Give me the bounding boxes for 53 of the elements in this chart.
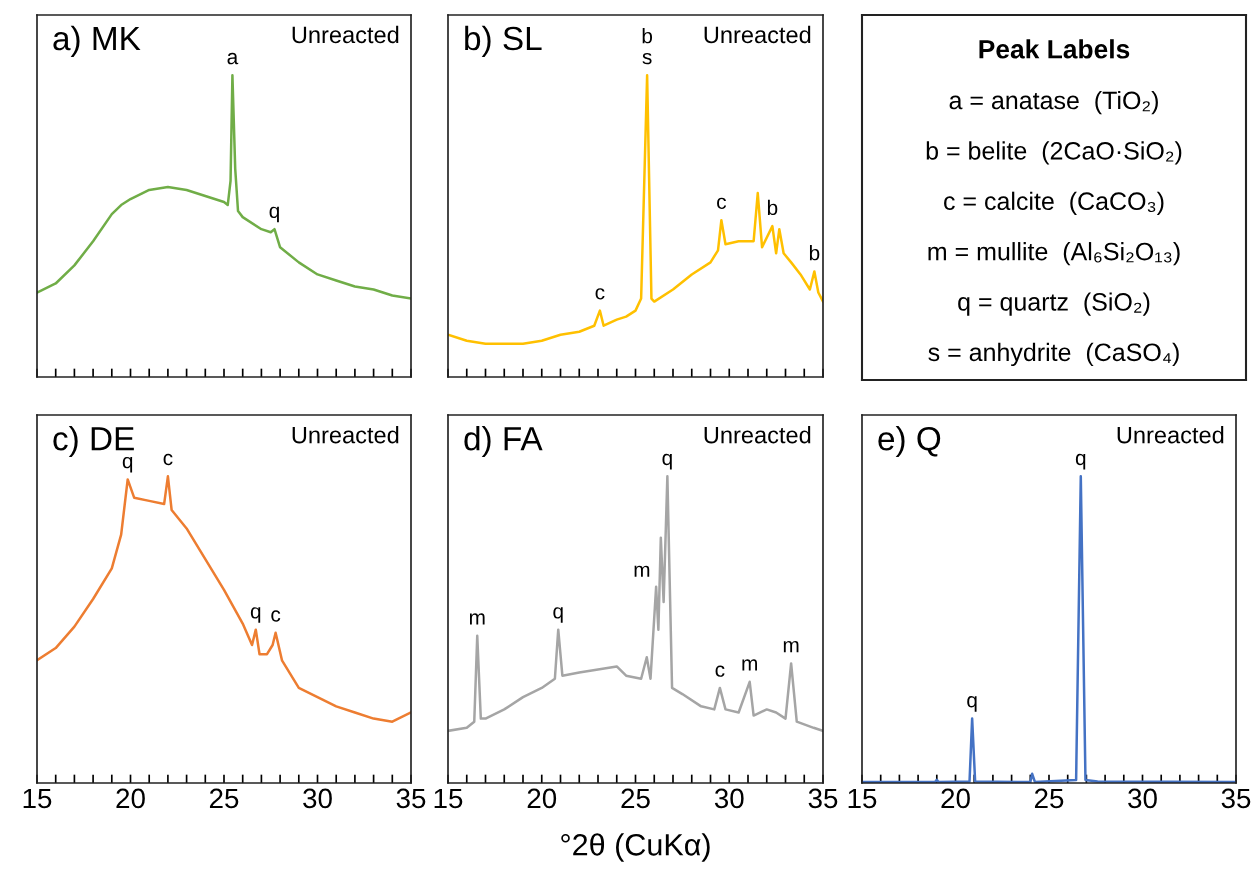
annotation: q	[1075, 453, 1086, 470]
annotation: c	[271, 610, 281, 622]
x-tick-label: 20	[941, 788, 970, 809]
chart-subtitle: Unreacted	[292, 426, 399, 444]
annotation: b	[809, 245, 820, 261]
annotation: c	[163, 453, 173, 466]
chart-subtitle: Unreacted	[292, 25, 399, 44]
chart-title: b) SL	[465, 25, 542, 57]
annotation: c	[595, 288, 605, 300]
annotation: c	[715, 665, 725, 677]
x-tick-label: 20	[116, 788, 145, 809]
text: b = belite (2CaO·SiO₂)	[926, 141, 1182, 165]
annotation: b	[767, 199, 778, 216]
annotation: q	[967, 696, 977, 712]
annotation: q	[553, 607, 563, 623]
chart-subtitle: Unreacted	[704, 25, 811, 44]
chart-title: a) MK	[53, 25, 141, 57]
x-axis-title: °2θ (CuKα)	[561, 833, 710, 862]
x-tick-label: 35	[808, 788, 838, 809]
annotation: m	[469, 613, 485, 625]
x-tick-label: 30	[714, 788, 744, 809]
annotation: m	[742, 659, 757, 671]
annotation: q	[269, 206, 279, 223]
x-tick-label: 25	[1034, 788, 1064, 809]
x-tick-label: 15	[23, 788, 52, 809]
x-tick-label: 25	[621, 788, 650, 809]
chart-title: d) FA	[464, 426, 543, 458]
annotation: q	[662, 453, 672, 470]
x-tick-label: 30	[1128, 788, 1157, 809]
chart-title: c) DE	[53, 426, 134, 458]
text: c = calcite (CaCO₃)	[944, 191, 1164, 215]
x-tick-label: 30	[303, 788, 332, 809]
x-tick-label: 15	[434, 788, 463, 809]
annotation: m	[783, 640, 799, 653]
annotation: q	[122, 456, 133, 473]
annotation: q	[250, 607, 261, 623]
annotation: b s	[642, 28, 653, 65]
x-tick-label: 35	[396, 788, 426, 809]
chart-subtitle: Unreacted	[704, 426, 811, 444]
text: Peak Labels	[979, 39, 1130, 59]
annotation: m	[634, 565, 650, 577]
annotation: c	[717, 197, 727, 210]
text: s = anhydrite (CaSO₄)	[928, 342, 1179, 367]
chart-subtitle: Unreacted	[1117, 426, 1224, 444]
chart-title: e) Q	[878, 426, 941, 458]
x-tick-label: 20	[527, 788, 557, 809]
text: a = anatase (TiO₂)	[949, 90, 1158, 115]
x-tick-label: 35	[1221, 788, 1251, 809]
annotation: a	[227, 52, 239, 65]
text: q = quartz (SiO₂)	[958, 292, 1150, 316]
text: m = mullite (Al₆Si₂O₁₃)	[928, 242, 1180, 266]
x-tick-label: 15	[848, 788, 877, 809]
x-tick-label: 25	[209, 788, 239, 809]
